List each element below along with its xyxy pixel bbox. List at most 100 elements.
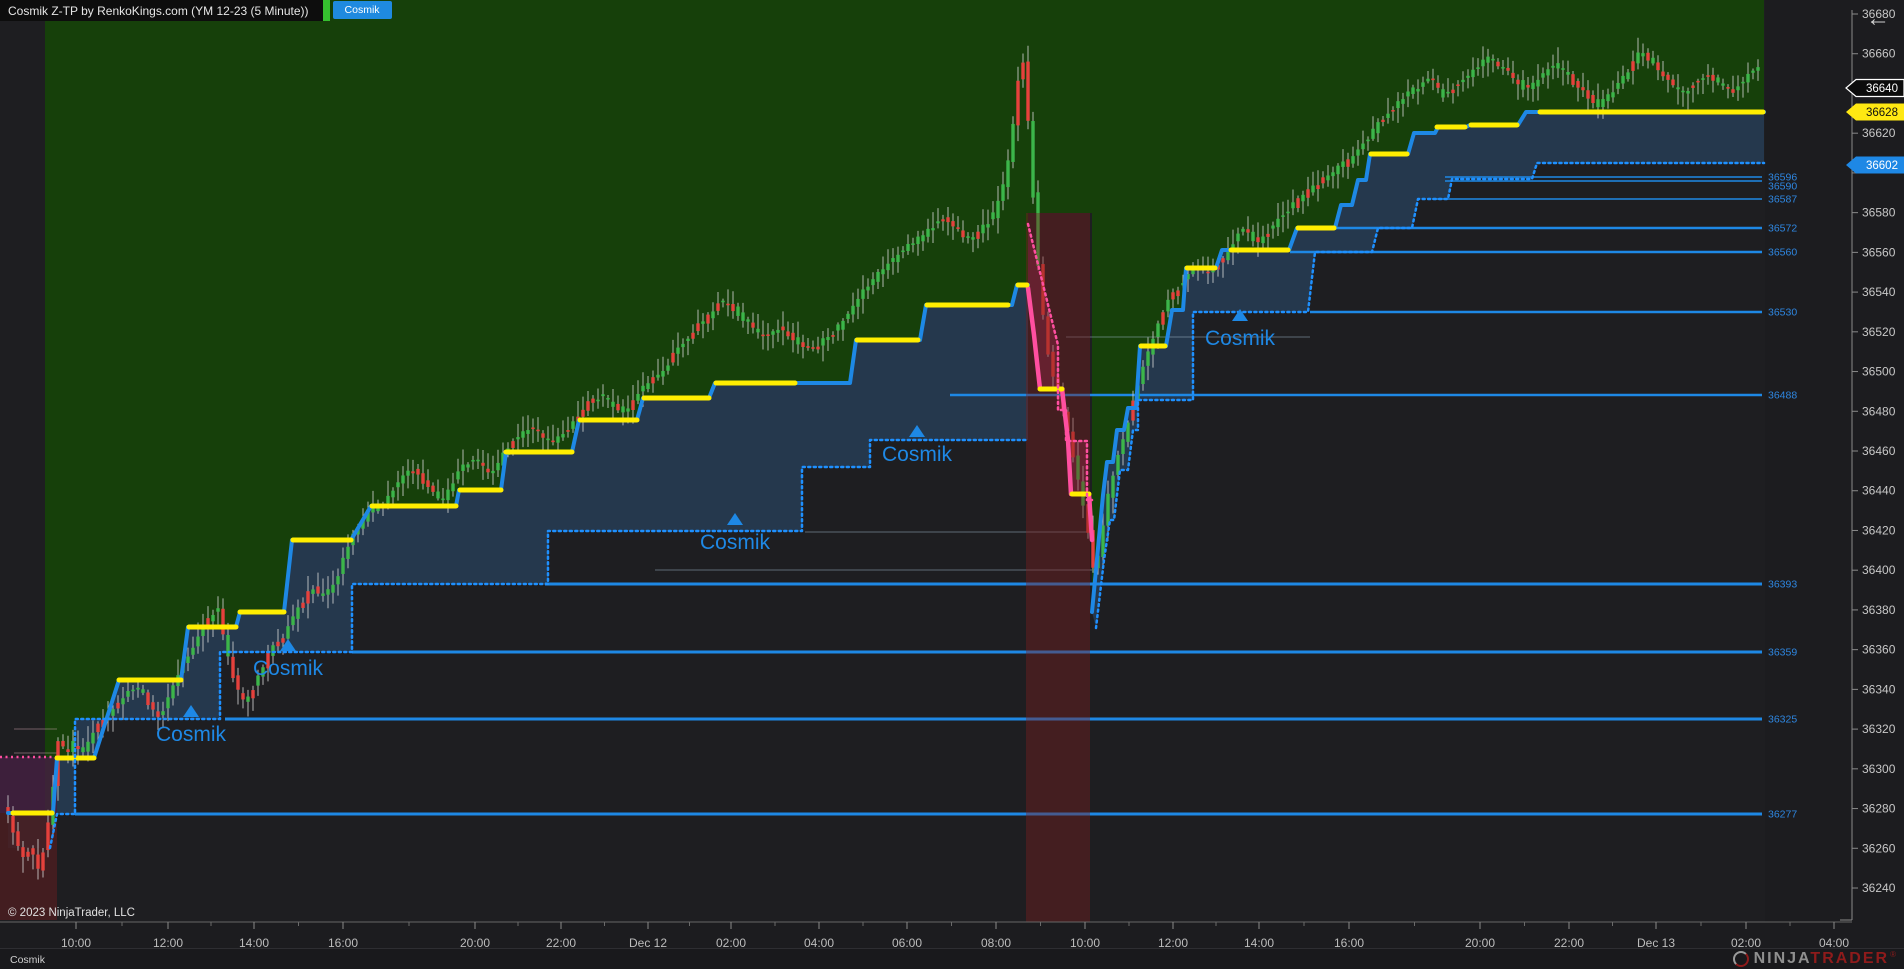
candle-down xyxy=(1516,79,1520,85)
candle-down xyxy=(551,440,555,443)
candle-down xyxy=(1221,258,1225,263)
candle-up xyxy=(641,385,645,392)
candle-up xyxy=(1291,202,1295,209)
candle-down xyxy=(306,591,310,604)
candle-up xyxy=(171,685,175,699)
time-tick-label: 02:00 xyxy=(716,936,746,950)
candle-down xyxy=(1496,61,1500,67)
candle-up xyxy=(321,593,325,596)
status-tab-cosmik[interactable]: Cosmik xyxy=(10,953,46,966)
cosmik-marker: Cosmik xyxy=(700,513,770,554)
candle-down xyxy=(1726,87,1730,89)
price-tick-label: 36520 xyxy=(1862,325,1896,339)
candle-up xyxy=(1756,67,1760,71)
price-tick-label: 36240 xyxy=(1862,881,1896,895)
candle-up xyxy=(401,475,405,484)
candle-up xyxy=(881,269,885,275)
candle-up xyxy=(1356,149,1360,156)
candle-up xyxy=(646,383,650,389)
candle-up xyxy=(876,271,880,282)
cosmik-marker-label: Cosmik xyxy=(253,657,324,680)
cosmik-marker: Cosmik xyxy=(156,705,227,746)
price-tag-value: 36640 xyxy=(1866,83,1898,95)
candle-up xyxy=(721,300,725,303)
candle-down xyxy=(1711,74,1715,81)
price-tick-label: 36480 xyxy=(1862,404,1896,418)
level-label-36325: 36325 xyxy=(1768,714,1797,726)
candle-up xyxy=(846,313,850,319)
triangle-up-icon xyxy=(183,705,199,717)
candle-down xyxy=(1306,189,1310,198)
candle-down xyxy=(46,822,50,851)
candle-down xyxy=(616,403,620,411)
candle-up xyxy=(1101,525,1105,558)
candle-down xyxy=(1581,87,1585,91)
candle-up xyxy=(201,626,205,636)
candle-up xyxy=(131,689,135,692)
price-tick-label: 36340 xyxy=(1862,682,1896,696)
price-tick-label: 36680 xyxy=(1862,7,1896,21)
candle-up xyxy=(1076,455,1080,480)
candle-down xyxy=(511,441,515,448)
time-axis[interactable]: 10:00 12:00 14:00 16:00 20:00 22:00 Dec 12 02:0… xyxy=(0,921,1852,950)
candle-up xyxy=(1276,218,1280,228)
candle-up xyxy=(1636,52,1640,64)
candle-down xyxy=(276,641,280,647)
candle-up xyxy=(1536,79,1540,87)
candle-up xyxy=(526,430,530,434)
candle-up xyxy=(1476,67,1480,69)
candle-up xyxy=(701,321,705,324)
price-tick-label: 36420 xyxy=(1862,523,1896,537)
candle-up xyxy=(1546,69,1550,76)
candle-up xyxy=(296,607,300,619)
candle-up xyxy=(326,589,330,595)
candle-down xyxy=(1646,52,1650,61)
level-label-36590: 36590 xyxy=(1768,181,1797,193)
candle-up xyxy=(1001,184,1005,201)
back-arrow-icon[interactable]: ← xyxy=(1866,5,1890,32)
candle-down xyxy=(266,652,270,669)
ninjatrader-icon xyxy=(1732,951,1749,967)
candle-up xyxy=(1191,270,1195,275)
candle-up xyxy=(841,320,845,330)
cosmik-marker-label: Cosmik xyxy=(156,723,227,746)
trail-line-tag: 36602 xyxy=(1846,156,1904,174)
time-tick-label: 16:00 xyxy=(328,936,358,950)
candle-up xyxy=(1641,53,1645,57)
time-tick-label: 14:00 xyxy=(1244,936,1274,950)
candle-up xyxy=(1751,70,1755,73)
candle-down xyxy=(591,398,595,403)
candle-up xyxy=(1361,143,1365,150)
price-tick-label: 36380 xyxy=(1862,603,1896,617)
candle-up xyxy=(246,696,250,702)
candle-down xyxy=(486,468,490,473)
candle-up xyxy=(661,371,665,377)
candle-down xyxy=(806,346,810,348)
triangle-up-icon xyxy=(909,425,925,437)
price-axis[interactable]: 36240 36260 36280 36300 36320 36340 36360 36380… xyxy=(1840,7,1904,921)
candle-down xyxy=(811,347,815,349)
cosmik-marker-label: Cosmik xyxy=(1205,327,1276,350)
candle-down xyxy=(1506,67,1510,71)
candle-down xyxy=(951,221,955,227)
candle-down xyxy=(1731,89,1735,93)
price-tick-label: 36260 xyxy=(1862,841,1896,855)
candle-up xyxy=(1491,58,1495,61)
cosmik-button[interactable]: Cosmik xyxy=(332,1,392,19)
candle-down xyxy=(1691,85,1695,88)
candle-up xyxy=(471,459,475,462)
candle-up xyxy=(1331,172,1335,177)
candle-up xyxy=(621,406,625,413)
candle-up xyxy=(1461,79,1465,83)
price-tick-label: 36540 xyxy=(1862,285,1896,299)
candle-up xyxy=(396,482,400,488)
candle-up xyxy=(1746,73,1750,83)
candle-down xyxy=(801,342,805,348)
candle-up xyxy=(571,421,575,429)
brand-reg: ® xyxy=(1890,950,1896,959)
candle-up xyxy=(1486,56,1490,63)
candle-up xyxy=(1156,323,1160,337)
candle-up xyxy=(931,228,935,231)
candle-up xyxy=(86,741,90,752)
